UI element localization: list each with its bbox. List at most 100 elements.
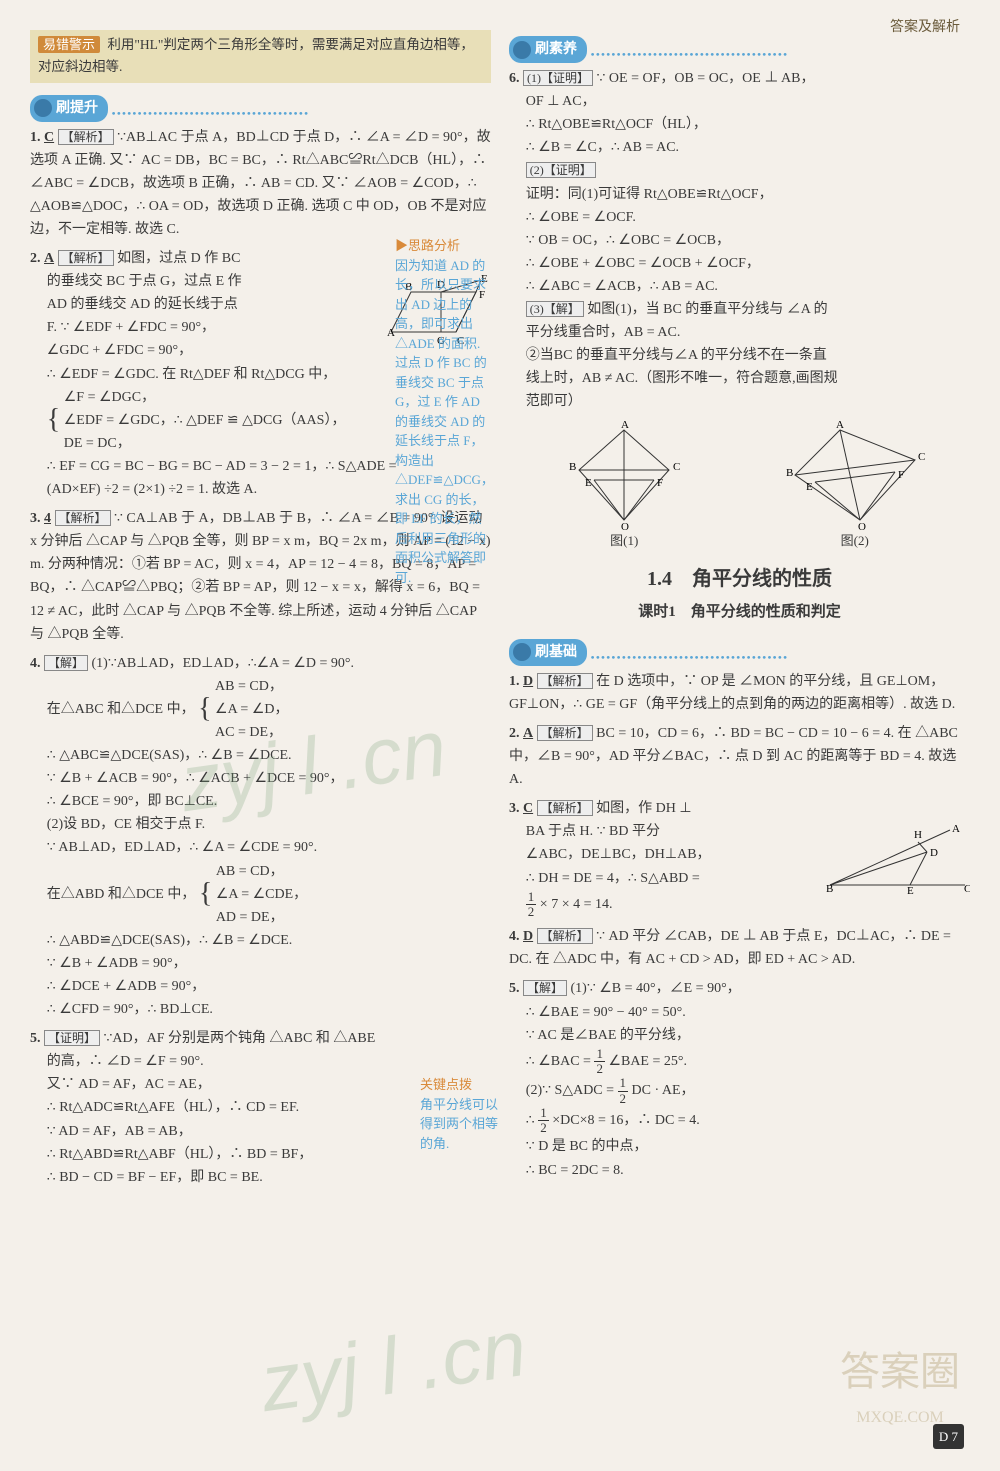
svg-text:A: A [836,420,844,431]
q3-num: 3. [30,511,41,526]
r2-tag: 【解析】 [537,725,593,741]
tip-text: 利用"HL"判定两个三角形全等时，需要满足对应直角边相等，对应斜边相等. [38,37,474,74]
pencil-icon [513,41,531,59]
dots-icon: •••••••••••••••••••••••••••••••••••••• [591,48,789,62]
r4-tag: 【解析】 [537,928,593,944]
r1-ans: D [523,674,533,689]
fig2-caption: 图(2) [780,530,930,551]
q1-ans: C [44,130,54,145]
r5-l1: (1)∵ ∠B = 40°，∠E = 90°， [571,981,741,996]
q6-l3: ∴ Rt△OBE≌Rt△OCF（HL）， [509,113,970,136]
q6-l10: 如图(1)，当 BC 的垂直平分线与 ∠A 的 [587,302,827,317]
svg-text:E: E [907,885,914,896]
q6-l4: ∴ ∠B = ∠C，∴ AB = AC. [509,136,970,159]
pencil-icon [513,643,531,661]
q6-l6: ∴ ∠OBE = ∠OCF. [509,206,970,229]
r5-l5: (2)∵ S△ADC = 12 DC · AE， [509,1076,970,1106]
q3-ans: 4 [44,511,51,526]
q4-l6: (2)设 BD，CE 相交于点 F. [30,813,491,836]
svg-text:O: O [621,521,629,530]
svg-text:B: B [786,467,793,479]
q4-l12: ∴ ∠CFD = 90°，∴ BD⊥CE. [30,998,491,1021]
header-right-label: 答案及解析 [890,16,960,39]
key-body: 角平分线可以得到两个相等的角. [420,1095,500,1154]
q1-num: 1. [30,130,41,145]
q2-tag: 【解析】 [58,250,114,266]
tip-tag: 易错警示 [38,36,100,53]
figure-2: A B C E F O [780,420,930,530]
dots-icon: •••••••••••••••••••••••••••••••••••••• [591,650,789,664]
brace-icon: { [47,412,60,429]
pill-suyang: 刷素养 [509,36,587,63]
svg-text:H: H [914,829,922,841]
r3-l1: 如图，作 DH ⊥ [596,801,691,816]
silu-title: ▶思路分析 [395,236,490,256]
r3-figure: B A C D E H [820,820,970,896]
svg-text:A: A [387,327,395,339]
r5-tag: 【解】 [523,980,567,996]
key-title: 关键点拨 [420,1075,500,1095]
q6-tag2: (2)【证明】 [526,162,596,178]
r2-num: 2. [509,726,520,741]
pill-row-jichu: 刷基础 ••••••••••••••••••••••••••••••••••••… [509,633,970,670]
pill-tishen: 刷提升 [30,95,108,122]
q2-l1: 如图，过点 D 作 BC [117,251,240,266]
q4-sys2: 在△ABD 和△DCE 中， { AB = CD， ∠A = ∠CDE， AD … [30,860,491,929]
side-note-key: 关键点拨 角平分线可以得到两个相等的角. [420,1075,500,1153]
r1-tag: 【解析】 [537,673,593,689]
item-r3: 3. C 【解析】 如图，作 DH ⊥ B A C D E H [509,797,970,919]
q6-num: 6. [509,71,520,86]
svg-text:C: C [964,883,970,895]
r1-num: 1. [509,674,520,689]
watermark-2: zyj l .cn [252,1282,534,1450]
q2-num: 2. [30,251,41,266]
fig1-caption: 图(1) [549,530,699,551]
brace-icon: { [198,701,211,718]
r3-tag: 【解析】 [537,800,593,816]
item-1: 1. C 【解析】 ∵AB⊥AC 于点 A，BD⊥CD 于点 D，∴ ∠A = … [30,126,491,241]
watermark-stamp: 答案圈 MXQE.COM [840,1339,960,1431]
q6-l7: ∵ OB = OC，∴ ∠OBC = ∠OCB， [509,229,970,252]
q6-tag3: (3)【解】 [526,301,584,317]
dots-icon: •••••••••••••••••••••••••••••••••••••• [112,106,310,120]
brace-icon: { [199,886,212,903]
page-number: D 7 [933,1424,964,1449]
r3-num: 3. [509,801,520,816]
right-column: 刷素养 ••••••••••••••••••••••••••••••••••••… [509,30,970,1195]
left-column: 易错警示 利用"HL"判定两个三角形全等时，需要满足对应直角边相等，对应斜边相等… [30,30,491,1195]
q6-l11: 平分线重合时，AB = AC. [509,321,970,344]
q6-l8: ∴ ∠OBE + ∠OBC = ∠OCB + ∠OCF， [509,252,970,275]
svg-text:E: E [585,477,592,489]
q4-l4: ∵ ∠B + ∠ACB = 90°，∴ ∠ACB + ∠DCE = 90°， [30,767,491,790]
r5-l2: ∴ ∠BAE = 90° − 40° = 50°. [509,1001,970,1024]
svg-text:F: F [657,477,663,489]
r5-l6: ∴ 12 ×DC×8 = 16，∴ DC = 4. [509,1106,970,1136]
item-6: 6. (1)【证明】 ∵ OE = OF，OB = OC，OE ⊥ AB， OF… [509,67,970,551]
svg-text:C: C [918,451,925,463]
svg-text:O: O [858,521,866,530]
figure-1: A B C E F O [549,420,699,530]
q6-l1: ∵ OE = OF，OB = OC，OE ⊥ AB， [597,71,815,86]
r2-ans: A [523,726,533,741]
q4-l11: ∴ ∠DCE + ∠ADB = 90°， [30,975,491,998]
q6-l2: OF ⊥ AC， [509,90,970,113]
pencil-icon [34,99,52,117]
q6-l12: ②当BC 的垂直平分线与∠A 的平分线不在一条直 [509,344,970,367]
q6-l5: 证明：同(1)可证得 Rt△OBE≌Rt△OCF， [509,183,970,206]
r4-ans: D [523,929,533,944]
pill-jichu: 刷基础 [509,639,587,666]
q4-l9: ∴ △ABD≌△DCE(SAS)，∴ ∠B = ∠DCE. [30,929,491,952]
q1-tag: 【解析】 [58,129,114,145]
svg-text:F: F [898,469,904,481]
r5-num: 5. [509,981,520,996]
q4-num: 4. [30,656,41,671]
q4-tag: 【解】 [44,655,88,671]
svg-text:B: B [569,461,576,473]
svg-text:D: D [930,847,938,859]
q4-l7: ∵ AB⊥AD，ED⊥AD，∴ ∠A = ∠CDE = 90°. [30,836,491,859]
svg-text:C: C [673,461,680,473]
q6-tag1: (1)【证明】 [523,70,593,86]
r4-num: 4. [509,929,520,944]
item-4: 4. 【解】 (1)∵AB⊥AD，ED⊥AD，∴∠A = ∠D = 90°. 在… [30,652,491,1022]
r5-l4: ∴ ∠BAC = 12 ∠BAE = 25°. [509,1047,970,1077]
